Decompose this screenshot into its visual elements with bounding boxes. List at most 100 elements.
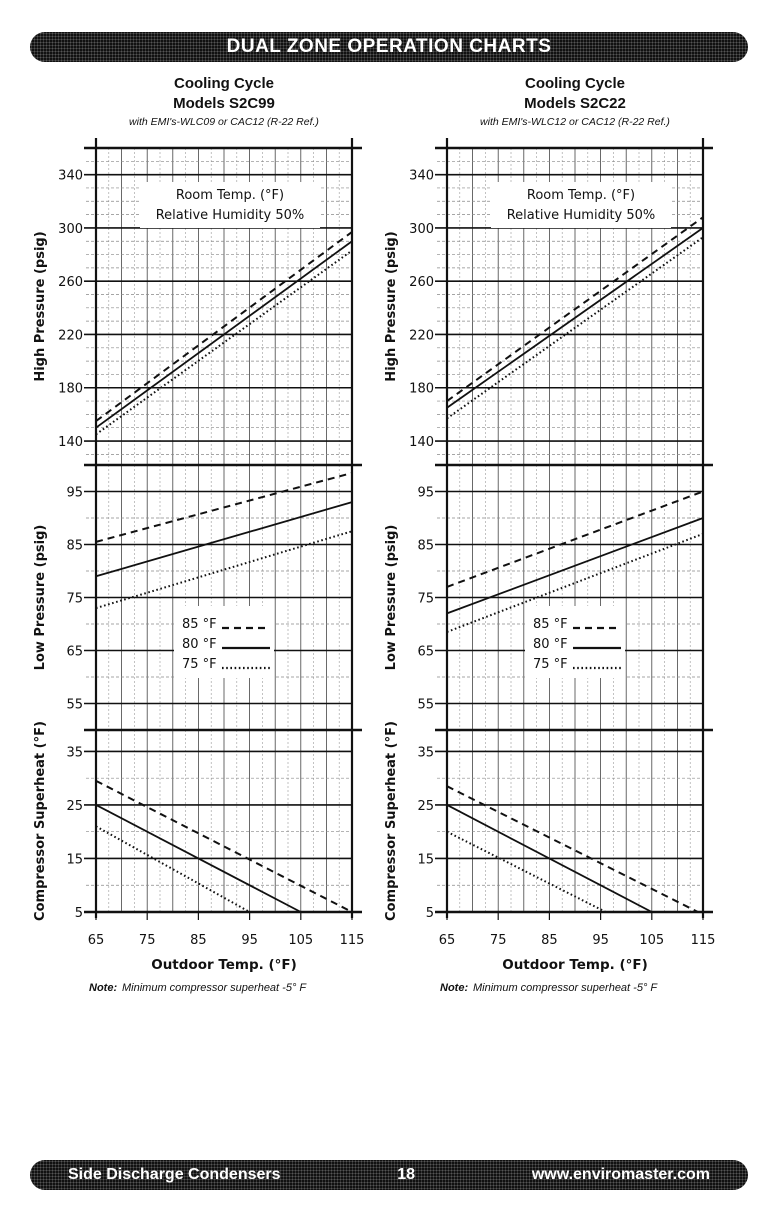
y-tick-label: 220 xyxy=(409,328,434,343)
chart-caption: with EMI's-WLC12 or CAC12 (R-22 Ref.) xyxy=(480,116,670,128)
y-tick-label: 25 xyxy=(417,799,434,814)
x-tick-label: 65 xyxy=(439,933,456,948)
y-tick-label: 65 xyxy=(66,645,83,660)
legend-label: 80 °F xyxy=(182,637,217,652)
series-line-80F xyxy=(95,804,302,913)
y-tick-label: 25 xyxy=(66,799,83,814)
y-tick-label: 140 xyxy=(58,435,83,450)
panel-3 xyxy=(435,728,713,913)
note-label: Note: xyxy=(440,982,468,994)
y-tick-label: 75 xyxy=(417,592,434,607)
x-tick-label: 95 xyxy=(592,933,609,948)
header-banner: DUAL ZONE OPERATION CHARTS xyxy=(30,32,748,62)
series-line-80F xyxy=(446,227,704,409)
y-tick-label: 5 xyxy=(75,906,83,921)
series-line-75F xyxy=(446,830,607,913)
y-tick-label: 85 xyxy=(66,539,83,554)
note-label: Note: xyxy=(89,982,117,994)
y-tick-label: 300 xyxy=(58,222,83,237)
x-tick-label: 105 xyxy=(639,933,664,948)
y-tick-label: 85 xyxy=(417,539,434,554)
panel-2 xyxy=(435,463,713,731)
legend-room-temp: Room Temp. (°F) xyxy=(527,188,635,203)
legend-label: 85 °F xyxy=(533,617,568,632)
footer-website: www.enviromaster.com xyxy=(531,1166,710,1183)
x-tick-label: 65 xyxy=(88,933,105,948)
legend-box xyxy=(491,182,671,228)
legend-humidity: Relative Humidity 50% xyxy=(156,208,305,223)
x-tick-label: 115 xyxy=(340,933,365,948)
legend-room-temp: Room Temp. (°F) xyxy=(176,188,284,203)
y-tick-label: 35 xyxy=(417,745,434,760)
y-tick-label: 95 xyxy=(417,486,434,501)
x-tick-label: 95 xyxy=(241,933,258,948)
y-tick-label: 340 xyxy=(409,169,434,184)
y-axis-label: Compressor Superheat (°F) xyxy=(384,721,399,921)
legend-label: 75 °F xyxy=(182,657,217,672)
legend-label: 85 °F xyxy=(182,617,217,632)
y-tick-label: 15 xyxy=(66,852,83,867)
series-line-80F xyxy=(446,517,704,615)
chart-subtitle: Models S2C22 xyxy=(524,95,626,112)
x-tick-label: 105 xyxy=(288,933,313,948)
x-tick-label: 75 xyxy=(139,933,156,948)
chart-subtitle: Models S2C99 xyxy=(173,95,275,112)
y-tick-label: 140 xyxy=(409,435,434,450)
y-tick-label: 75 xyxy=(66,592,83,607)
chart-1 xyxy=(84,138,362,920)
series-line-75F xyxy=(446,236,704,420)
y-tick-label: 35 xyxy=(66,745,83,760)
x-tick-label: 85 xyxy=(190,933,207,948)
series-line-85F xyxy=(446,785,699,913)
y-tick-label: 220 xyxy=(58,328,83,343)
x-tick-label: 75 xyxy=(490,933,507,948)
chart-title: Cooling Cycle xyxy=(525,75,625,92)
series-line-85F xyxy=(95,471,353,543)
legend-label: 75 °F xyxy=(533,657,568,672)
y-tick-label: 15 xyxy=(417,852,434,867)
y-tick-label: 65 xyxy=(417,645,434,660)
x-tick-label: 85 xyxy=(541,933,558,948)
y-axis-label: Compressor Superheat (°F) xyxy=(33,721,48,921)
note-text: Minimum compressor superheat -5° F xyxy=(473,982,658,994)
series-line-80F xyxy=(95,501,353,578)
panel-2 xyxy=(84,463,362,731)
chart-title: Cooling Cycle xyxy=(174,75,274,92)
y-tick-label: 5 xyxy=(426,906,434,921)
y-axis-label: Low Pressure (psig) xyxy=(33,525,48,671)
page-number: 18 xyxy=(397,1166,416,1183)
legend-label: 80 °F xyxy=(533,637,568,652)
x-axis-label: Outdoor Temp. (°F) xyxy=(502,957,648,973)
y-tick-label: 260 xyxy=(58,275,83,290)
y-axis-label: Low Pressure (psig) xyxy=(384,525,399,671)
legend-humidity: Relative Humidity 50% xyxy=(507,208,656,223)
legend-box xyxy=(525,606,625,678)
y-tick-label: 180 xyxy=(409,382,434,397)
chart-caption: with EMI's-WLC09 or CAC12 (R-22 Ref.) xyxy=(129,116,319,128)
y-tick-label: 95 xyxy=(66,486,83,501)
series-line-85F xyxy=(446,216,704,402)
footer-section: Side Discharge Condensers xyxy=(68,1166,281,1183)
page-heading: DUAL ZONE OPERATION CHARTS xyxy=(226,36,552,57)
legend-box xyxy=(140,182,320,228)
y-tick-label: 180 xyxy=(58,382,83,397)
series-line-85F xyxy=(95,231,353,422)
series-line-75F xyxy=(95,530,353,610)
panel-1 xyxy=(84,146,362,465)
series-line-80F xyxy=(95,240,353,429)
x-tick-label: 115 xyxy=(691,933,716,948)
series-line-80F xyxy=(446,804,653,913)
y-tick-label: 55 xyxy=(417,698,434,713)
footer-banner: Side Discharge Condensers 18 www.envirom… xyxy=(30,1160,748,1190)
note-text: Minimum compressor superheat -5° F xyxy=(122,982,307,994)
y-axis-label: High Pressure (psig) xyxy=(384,231,399,381)
series-line-85F xyxy=(446,490,704,588)
y-axis-label: High Pressure (psig) xyxy=(33,231,48,381)
x-axis-label: Outdoor Temp. (°F) xyxy=(151,957,297,973)
legend-box xyxy=(174,606,274,678)
y-tick-label: 300 xyxy=(409,222,434,237)
chart-2 xyxy=(435,138,713,920)
y-tick-label: 260 xyxy=(409,275,434,290)
y-tick-label: 340 xyxy=(58,169,83,184)
